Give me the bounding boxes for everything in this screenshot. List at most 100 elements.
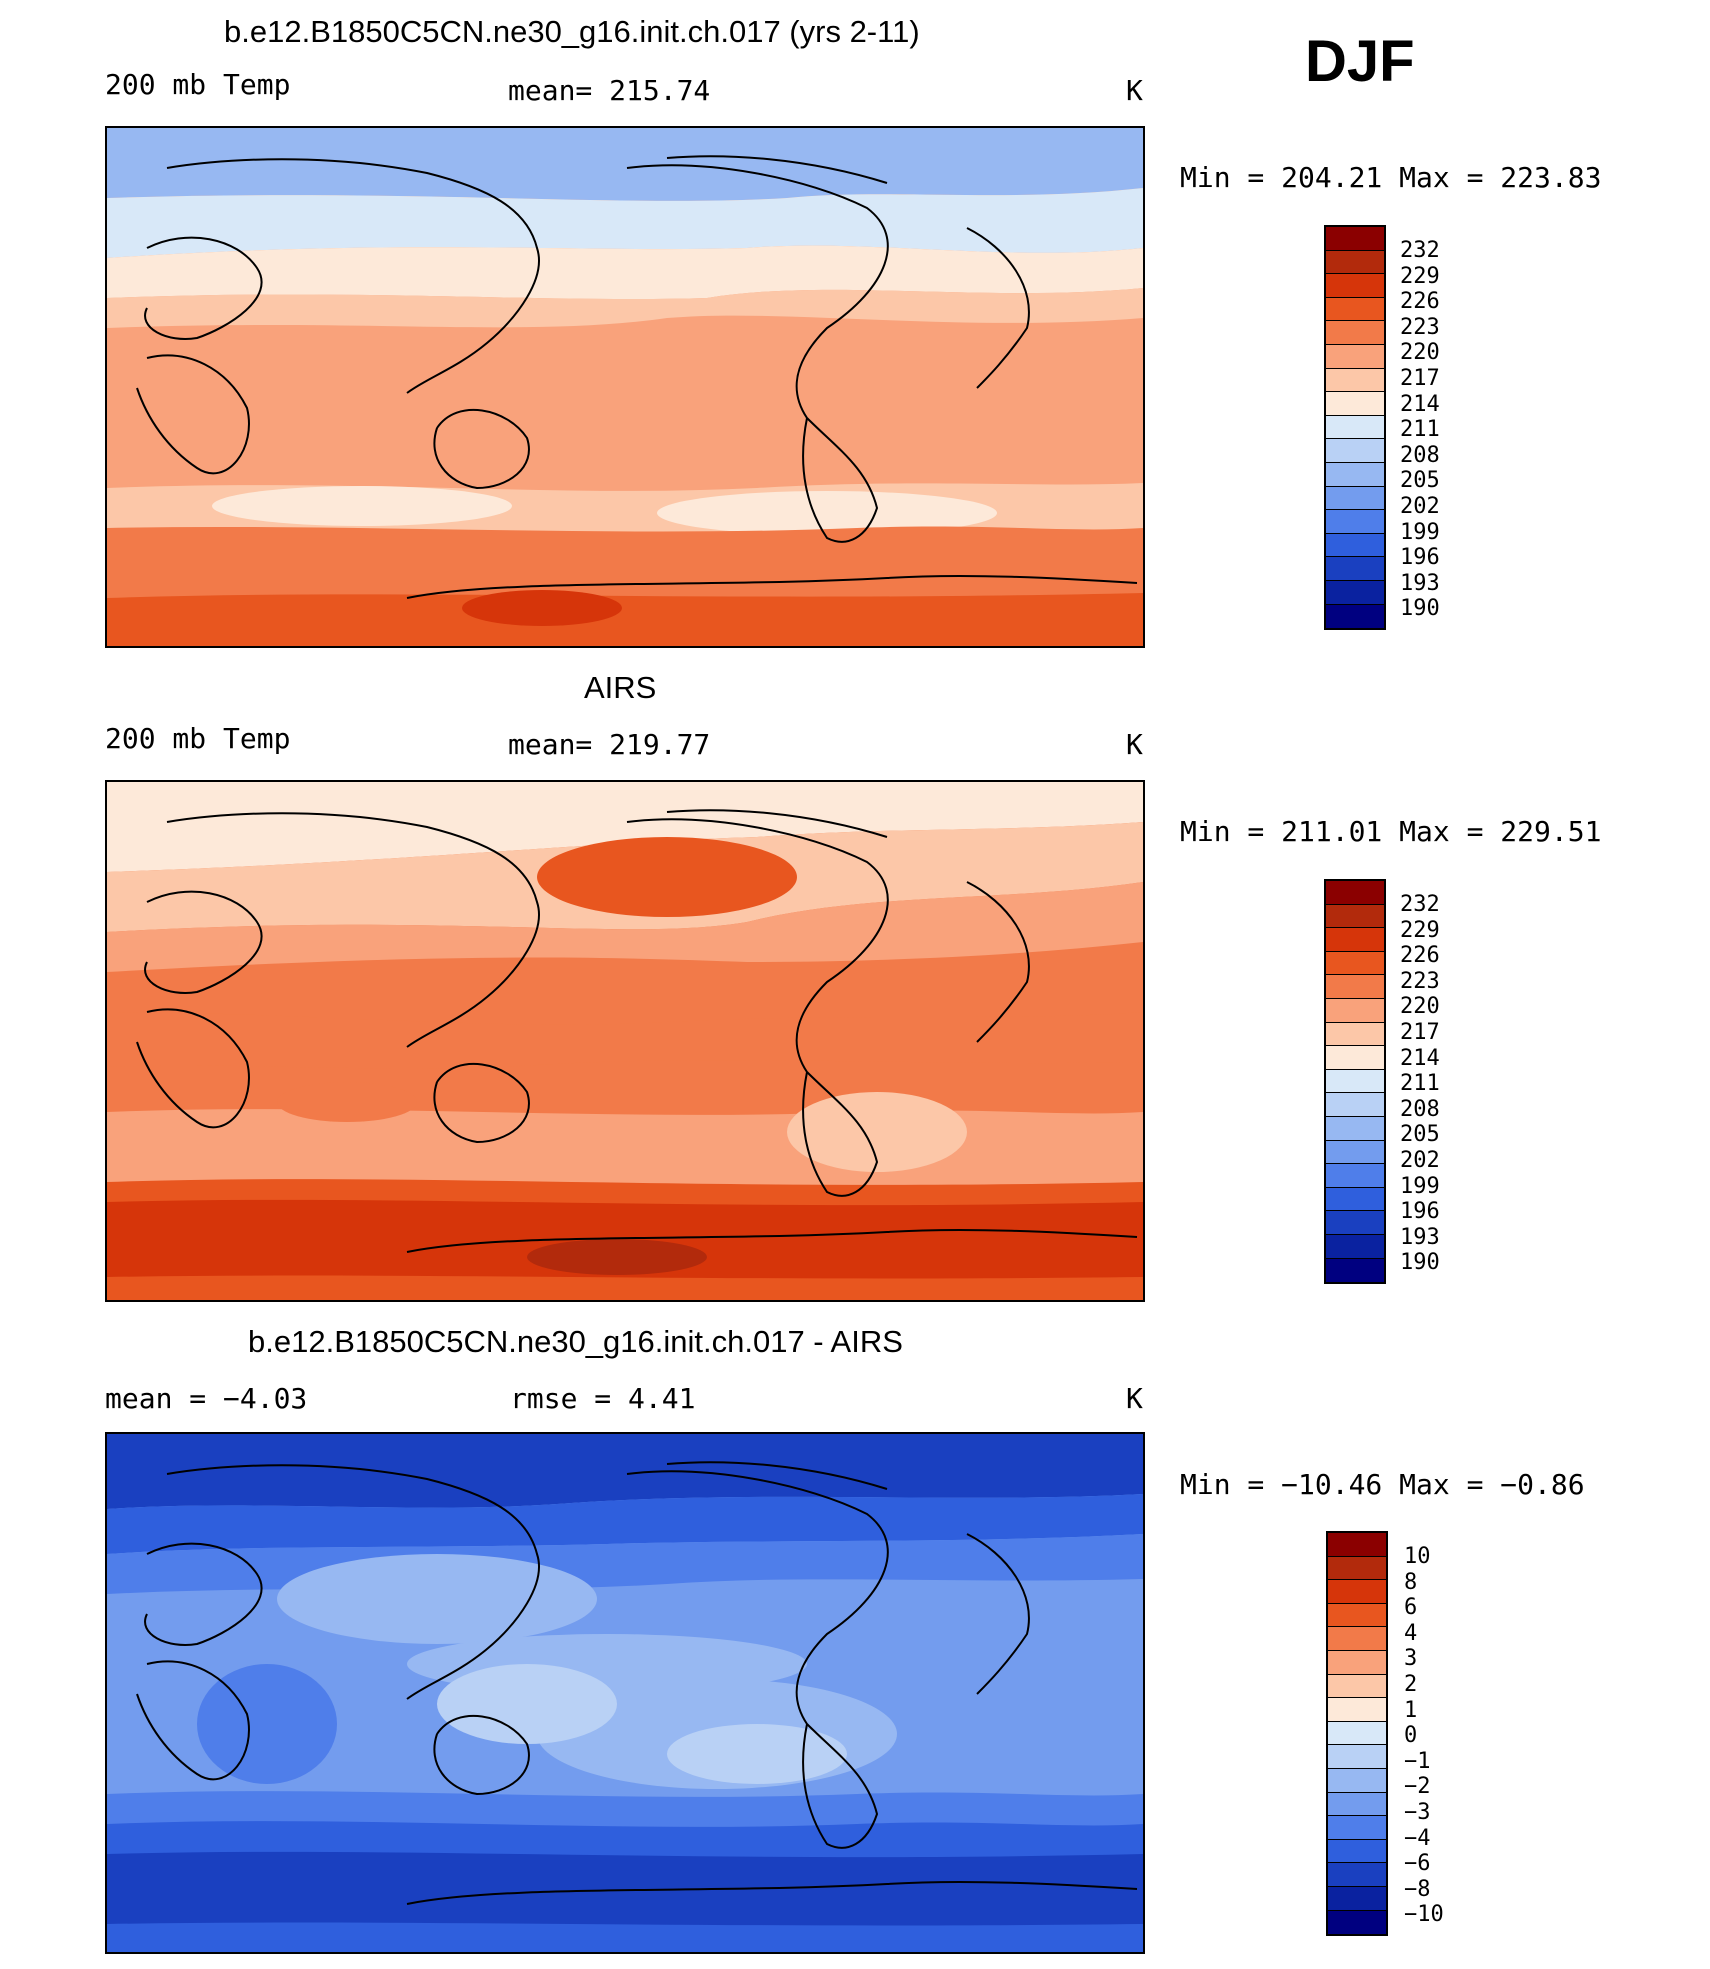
colorbar-swatch [1326, 1164, 1384, 1188]
colorbar-swatch [1326, 439, 1384, 463]
map-panel-diff [105, 1432, 1145, 1954]
colorbar-tick-label: 199 [1400, 1173, 1440, 1199]
colorbar-swatch [1328, 1603, 1386, 1628]
colorbar-tick-label: 4 [1404, 1620, 1418, 1646]
colorbar-tick-label: 211 [1400, 1071, 1440, 1097]
colorbar-tick-label: 1 [1404, 1697, 1418, 1723]
colorbar-swatch [1326, 415, 1384, 440]
colorbar-tick-label: −2 [1404, 1774, 1431, 1800]
colorbar-tick-label: 226 [1400, 943, 1440, 969]
colorbar-tick-label: 193 [1400, 570, 1440, 596]
panel-center-label-model: mean= 215.74 [508, 74, 711, 107]
colorbar-swatch [1326, 297, 1384, 322]
colorbar-tick-label: 196 [1400, 545, 1440, 571]
colorbar-model [1324, 225, 1386, 631]
colorbar-swatch [1328, 1910, 1386, 1935]
colorbar-swatch [1326, 1187, 1384, 1212]
colorbar-tick-label: −4 [1404, 1825, 1431, 1851]
colorbar-swatch [1326, 510, 1384, 534]
colorbar-tick-label: 193 [1400, 1224, 1440, 1250]
colorbar-swatch [1328, 1580, 1386, 1604]
colorbar-swatch [1328, 1745, 1386, 1769]
colorbar-swatch [1326, 1069, 1384, 1094]
colorbar-swatch [1326, 392, 1384, 416]
colorbar-swatch [1326, 250, 1384, 275]
map-field-diff [107, 1434, 1143, 1952]
colorbar-tick-label: 208 [1400, 1096, 1440, 1122]
colorbar-tick-label: 229 [1400, 263, 1440, 289]
colorbar-tick-label: 217 [1400, 365, 1440, 391]
panel-title-model: b.e12.B1850C5CN.ne30_g16.init.ch.017 (yr… [224, 14, 920, 49]
map-panel-model [105, 126, 1145, 648]
colorbar-swatch [1326, 368, 1384, 393]
colorbar-swatch [1326, 1234, 1384, 1259]
colorbar-tick-label: 223 [1400, 968, 1440, 994]
panel-center-label-diff: rmse = 4.41 [510, 1382, 696, 1415]
minmax-model: Min = 204.21 Max = 223.83 [1180, 161, 1602, 194]
colorbar-swatch [1326, 1116, 1384, 1141]
colorbar-swatch [1326, 1258, 1384, 1283]
colorbar-swatch [1326, 928, 1384, 952]
colorbar-tick-label: −3 [1404, 1799, 1431, 1825]
colorbar-diff [1326, 1531, 1388, 1937]
colorbar-tick-label: 229 [1400, 917, 1440, 943]
colorbar-swatch [1326, 1046, 1384, 1070]
panel-left-label-model: 200 mb Temp [105, 68, 291, 101]
colorbar-obs [1324, 879, 1386, 1285]
panel-title-obs: AIRS [584, 670, 657, 705]
panel-left-label-diff: mean = −4.03 [105, 1382, 308, 1415]
colorbar-swatch [1328, 1792, 1386, 1817]
colorbar-tick-label: 220 [1400, 994, 1440, 1020]
colorbar-swatch [1328, 1556, 1386, 1581]
colorbar-tick-label: 202 [1400, 1147, 1440, 1173]
minmax-diff: Min = −10.46 Max = −0.86 [1180, 1468, 1585, 1501]
colorbar-labels-diff: 10 8 6 4 3 2 1 0 −1 −2 −3 −4 −6 −8 −10 [1404, 1544, 1444, 1928]
panel-center-label-obs: mean= 219.77 [508, 728, 711, 761]
colorbar-swatch [1326, 975, 1384, 999]
colorbar-tick-label: −10 [1404, 1902, 1444, 1928]
map-field-model [107, 128, 1143, 646]
colorbar-swatch [1328, 1533, 1386, 1557]
minmax-obs: Min = 211.01 Max = 229.51 [1180, 815, 1602, 848]
colorbar-tick-label: 211 [1400, 417, 1440, 443]
colorbar-swatch [1328, 1698, 1386, 1722]
colorbar-tick-label: 205 [1400, 468, 1440, 494]
colorbar-tick-label: 2 [1404, 1671, 1418, 1697]
colorbar-swatch [1326, 580, 1384, 605]
colorbar-tick-label: −8 [1404, 1876, 1431, 1902]
colorbar-swatch [1326, 904, 1384, 929]
colorbar-tick-label: 217 [1400, 1019, 1440, 1045]
colorbar-swatch [1328, 1627, 1386, 1651]
colorbar-swatch [1326, 462, 1384, 487]
colorbar-swatch [1326, 1140, 1384, 1165]
colorbar-tick-label: 232 [1400, 892, 1440, 917]
colorbar-swatch [1326, 951, 1384, 976]
colorbar-tick-label: 199 [1400, 519, 1440, 545]
colorbar-swatch [1326, 557, 1384, 581]
colorbar-labels-model: 232 229 226 223 220 217 214 211 208 205 202 199 196 1… [1400, 238, 1440, 622]
colorbar-swatch [1326, 344, 1384, 369]
colorbar-swatch [1326, 1211, 1384, 1235]
colorbar-labels-obs: 232 229 226 223 220 217 214 211 208 205 202 199 196 1… [1400, 892, 1440, 1276]
colorbar-tick-label: 226 [1400, 289, 1440, 315]
colorbar-tick-label: 10 [1404, 1544, 1431, 1569]
colorbar-swatch [1328, 1721, 1386, 1746]
colorbar-swatch [1326, 998, 1384, 1023]
panel-units-diff: K [1126, 1382, 1143, 1415]
season-label: DJF [1305, 29, 1415, 94]
panel-left-label-obs: 200 mb Temp [105, 722, 291, 755]
colorbar-tick-label: 232 [1400, 238, 1440, 263]
colorbar-tick-label: 223 [1400, 314, 1440, 340]
colorbar-tick-label: −1 [1404, 1748, 1431, 1774]
colorbar-swatch [1326, 881, 1384, 905]
colorbar-swatch [1328, 1768, 1386, 1793]
colorbar-swatch [1326, 533, 1384, 558]
colorbar-swatch [1328, 1650, 1386, 1675]
colorbar-swatch [1326, 1093, 1384, 1117]
panel-title-diff: b.e12.B1850C5CN.ne30_g16.init.ch.017 - A… [248, 1324, 903, 1359]
colorbar-tick-label: 205 [1400, 1122, 1440, 1148]
map-panel-obs [105, 780, 1145, 1302]
colorbar-tick-label: 6 [1404, 1595, 1418, 1621]
map-field-obs [107, 782, 1143, 1300]
colorbar-tick-label: 190 [1400, 596, 1440, 622]
